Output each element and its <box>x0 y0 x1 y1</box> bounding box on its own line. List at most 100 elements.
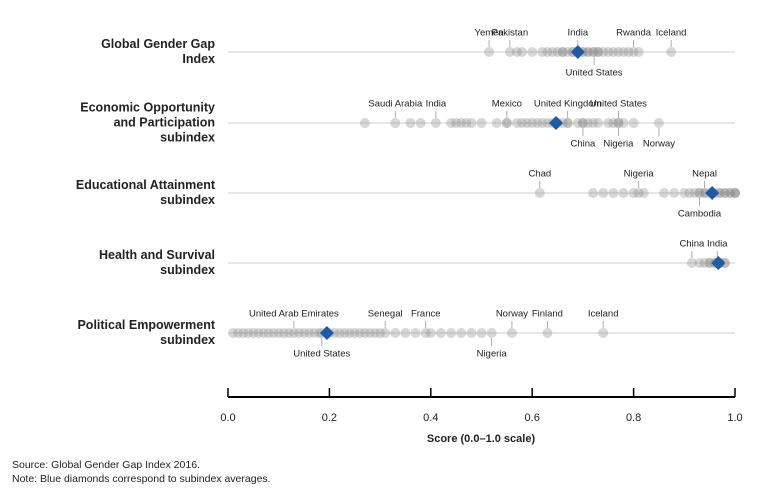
x-tick-label: 1.0 <box>727 412 742 424</box>
row-label: Economic Opportunity <box>80 100 215 114</box>
dot <box>694 188 705 198</box>
dot <box>390 328 401 338</box>
dot <box>405 118 416 128</box>
dot <box>547 47 558 57</box>
average-marker <box>570 45 585 59</box>
point-label: China <box>679 239 705 250</box>
dot <box>446 328 457 338</box>
dot <box>562 118 573 128</box>
dot <box>532 118 543 128</box>
dot <box>446 118 457 128</box>
x-tick-label: 0.8 <box>626 412 641 424</box>
dot <box>714 188 725 198</box>
point-label: United States <box>293 349 350 360</box>
dot <box>699 188 710 198</box>
dot <box>598 47 609 57</box>
average-marker <box>319 326 334 340</box>
labeled-dot <box>501 118 512 128</box>
dot <box>511 118 522 128</box>
dot <box>628 188 639 198</box>
row-label: subindex <box>160 130 215 144</box>
point-label: United Kingdom <box>534 99 602 110</box>
labeled-dot <box>633 188 644 198</box>
row-label: and Participation <box>114 115 215 129</box>
dot <box>618 47 629 57</box>
point-label: United States <box>566 68 623 79</box>
dot <box>730 188 740 198</box>
labeled-dot <box>613 118 624 128</box>
point-label: Nigeria <box>603 139 634 150</box>
dot <box>400 328 411 338</box>
point-label: Pakistan <box>492 28 528 39</box>
labeled-dot <box>484 47 495 57</box>
point-label: Yemen <box>474 28 503 39</box>
average-marker <box>705 186 720 200</box>
dot <box>466 118 477 128</box>
x-tick-label: 0.4 <box>423 412 438 424</box>
dot <box>689 188 700 198</box>
dot <box>603 47 614 57</box>
point-label: Norway <box>643 139 675 150</box>
labeled-dot <box>686 258 697 268</box>
dot <box>359 328 370 338</box>
labeled-dot <box>589 47 600 57</box>
dot <box>466 328 477 338</box>
x-tick-label: 0.0 <box>220 412 235 424</box>
dot <box>719 188 730 198</box>
dot <box>730 188 740 198</box>
labeled-dot <box>613 118 624 128</box>
dot <box>248 328 259 338</box>
dot <box>659 188 670 198</box>
dot <box>608 118 619 128</box>
dot <box>537 47 548 57</box>
point-label: United Arab Emirates <box>249 309 339 320</box>
row-label: Educational Attainment <box>76 178 216 192</box>
dot <box>263 328 274 338</box>
dot <box>273 328 284 338</box>
dot <box>314 328 325 338</box>
point-label: United States <box>590 99 647 110</box>
dot <box>415 118 426 128</box>
labeled-dot <box>542 328 553 338</box>
labeled-dot <box>430 118 441 128</box>
point-label: France <box>411 309 441 320</box>
point-label: Iceland <box>656 28 687 39</box>
dot <box>238 328 249 338</box>
labeled-dot <box>486 328 497 338</box>
dot <box>253 328 264 338</box>
dot <box>278 328 289 338</box>
dot <box>344 328 355 338</box>
point-label: China <box>570 139 596 150</box>
labeled-dot <box>694 188 705 198</box>
labeled-dot <box>562 118 573 128</box>
dot <box>527 118 538 128</box>
point-label: India <box>707 239 728 250</box>
labeled-dot <box>699 188 710 198</box>
row-label: Political Empowerment <box>77 318 215 332</box>
point-label: India <box>426 99 447 110</box>
dot <box>557 47 568 57</box>
average-marker <box>549 116 564 130</box>
dot <box>704 258 715 268</box>
labeled-dot <box>534 188 545 198</box>
labeled-dot <box>666 47 677 57</box>
x-axis-label: Score (0.0–1.0 scale) <box>427 433 536 445</box>
dot <box>370 328 381 338</box>
dot <box>228 328 239 338</box>
point-label: Nigeria <box>477 349 508 360</box>
dot <box>527 47 538 57</box>
dot <box>501 118 512 128</box>
dot <box>304 328 315 338</box>
dot <box>598 188 609 198</box>
dot <box>633 47 644 57</box>
dot <box>334 328 345 338</box>
labeled-dot <box>628 47 639 57</box>
dot <box>517 118 528 128</box>
dot <box>608 47 619 57</box>
dot <box>451 118 462 128</box>
dot <box>628 118 639 128</box>
x-tick-label: 0.2 <box>322 412 337 424</box>
dot <box>623 47 634 57</box>
dot <box>537 118 548 128</box>
